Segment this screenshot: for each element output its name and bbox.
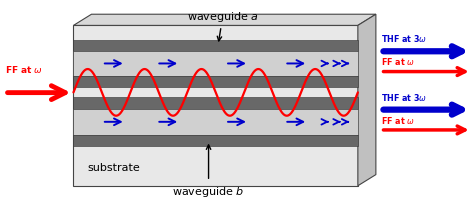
Polygon shape <box>358 15 376 186</box>
Text: THF at 3$\omega$: THF at 3$\omega$ <box>381 91 427 102</box>
Polygon shape <box>73 15 376 26</box>
Text: FF at $\omega$: FF at $\omega$ <box>5 64 43 75</box>
Bar <box>73 40 358 52</box>
Bar <box>73 135 358 146</box>
Text: waveguide $b$: waveguide $b$ <box>173 145 245 198</box>
Bar <box>73 26 358 186</box>
Text: substrate: substrate <box>88 163 140 173</box>
Bar <box>73 52 358 77</box>
Text: THF at 3$\omega$: THF at 3$\omega$ <box>381 33 427 44</box>
Bar <box>73 98 358 109</box>
Bar <box>73 109 358 135</box>
Text: FF at $\omega$: FF at $\omega$ <box>381 114 415 125</box>
Text: waveguide $a$: waveguide $a$ <box>187 10 259 42</box>
Text: FF at $\omega$: FF at $\omega$ <box>381 56 415 67</box>
Bar <box>73 77 358 88</box>
